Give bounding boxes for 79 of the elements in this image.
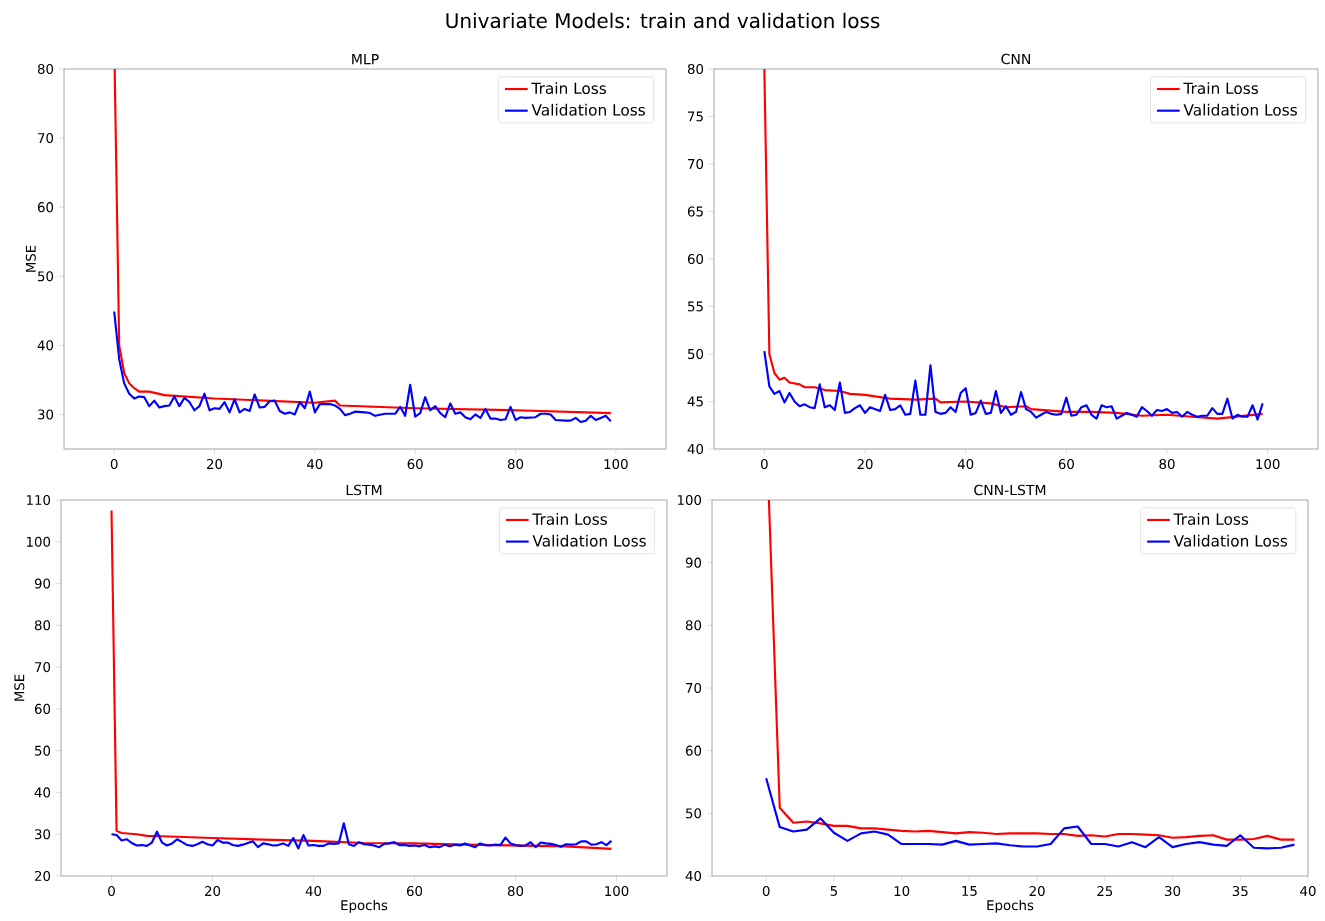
y-tick-label: 45 — [687, 396, 703, 407]
y-tick-label: 50 — [688, 348, 704, 360]
x-tick-label: 30 — [1165, 886, 1181, 897]
chart-title: MLP — [352, 54, 379, 65]
legend-label: Validation Loss — [1183, 103, 1297, 116]
x-tick-label: 20 — [857, 459, 873, 470]
legend-label: Train Loss — [1173, 513, 1249, 525]
y-tick-label: 60 — [37, 202, 54, 213]
legend-label: Validation Loss — [531, 103, 645, 116]
x-tick-label: 60 — [407, 459, 423, 470]
y-tick-label: 80 — [34, 620, 51, 631]
y-tick-label: 110 — [26, 494, 51, 506]
x-tick-label: 40 — [307, 459, 323, 470]
line-series — [113, 69, 612, 415]
y-tick-label: 75 — [688, 111, 703, 122]
x-tick-label: 15 — [962, 886, 977, 896]
y-tick-label: 65 — [687, 206, 703, 217]
line-series — [110, 822, 613, 850]
y-axis-title: MSE — [25, 245, 36, 272]
x-axis-title: Epochs — [987, 899, 1034, 913]
y-tick-label: 60 — [685, 745, 702, 756]
x-tick-label: 60 — [406, 886, 423, 897]
y-tick-label: 100 — [26, 536, 51, 547]
y-tick-label: 70 — [686, 682, 702, 694]
y-tick-label: 50 — [35, 745, 51, 756]
x-tick-label: 20 — [1029, 886, 1045, 897]
y-tick-label: 100 — [677, 494, 702, 506]
x-axis-title: Epochs — [341, 899, 388, 913]
y-tick-label: 40 — [37, 340, 54, 351]
y-tick-label: 70 — [38, 133, 54, 144]
legend-label: Train Loss — [532, 513, 607, 525]
x-tick-label: 40 — [957, 459, 974, 470]
y-tick-label: 20 — [34, 870, 51, 882]
y-tick-label: 70 — [688, 158, 704, 170]
legend-label: Validation Loss — [532, 534, 646, 547]
x-tick-label: 0 — [762, 886, 770, 897]
x-tick-label: 5 — [830, 886, 837, 896]
x-tick-label: 20 — [205, 886, 221, 897]
chart-title: CNN — [1001, 53, 1030, 65]
x-tick-label: 0 — [108, 886, 115, 897]
chart-title: LSTM — [346, 484, 382, 496]
x-tick-label: 20 — [207, 459, 223, 470]
y-tick-label: 80 — [685, 620, 702, 631]
x-tick-label: 100 — [604, 459, 628, 470]
y-tick-label: 90 — [34, 578, 51, 589]
line-series — [763, 68, 1264, 420]
y-tick-label: 80 — [687, 63, 704, 75]
legend-label: Train Loss — [531, 82, 607, 95]
y-tick-label: 70 — [35, 662, 51, 673]
x-tick-label: 0 — [110, 459, 118, 470]
x-tick-label: 40 — [1300, 886, 1316, 897]
x-tick-label: 80 — [1159, 459, 1175, 470]
x-tick-label: 80 — [507, 886, 524, 897]
y-tick-label: 30 — [35, 829, 51, 840]
x-tick-label: 25 — [1097, 886, 1113, 897]
y-tick-label: 60 — [687, 253, 704, 265]
y-tick-label: 90 — [685, 557, 702, 568]
x-tick-label: 40 — [305, 886, 322, 897]
legend-label: Train Loss — [1183, 82, 1258, 95]
x-tick-label: 100 — [605, 886, 629, 897]
y-axis-title: MSE — [14, 674, 25, 701]
legend-label: Validation Loss — [1173, 534, 1288, 547]
x-tick-label: 60 — [1058, 459, 1074, 470]
y-tick-label: 30 — [38, 409, 54, 420]
x-tick-label: 10 — [894, 886, 910, 897]
y-tick-label: 80 — [37, 63, 54, 75]
text: Univariate Models: train and validation loss — [446, 12, 880, 29]
x-tick-label: 100 — [1256, 459, 1280, 470]
y-tick-label: 40 — [687, 443, 704, 455]
y-tick-label: 50 — [686, 808, 702, 819]
y-tick-label: 55 — [688, 301, 703, 312]
y-tick-label: 50 — [38, 271, 54, 282]
chart-title: CNN-LSTM — [974, 484, 1046, 496]
y-tick-label: 40 — [685, 870, 702, 882]
x-tick-label: 35 — [1232, 886, 1248, 897]
y-tick-label: 60 — [34, 703, 51, 714]
x-tick-label: 80 — [507, 459, 524, 470]
y-tick-label: 40 — [34, 787, 51, 798]
x-tick-label: 0 — [760, 459, 768, 470]
